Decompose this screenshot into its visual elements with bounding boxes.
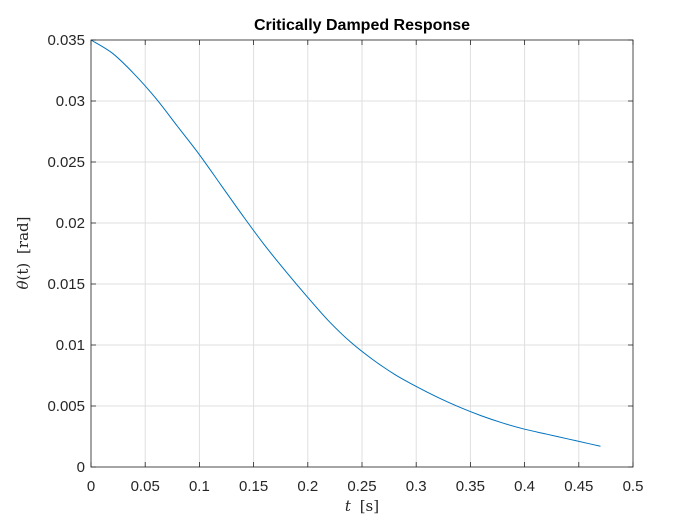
y-tick-label: 0.03 <box>56 93 85 110</box>
x-tick-label: 0.4 <box>514 478 535 495</box>
y-tick-label: 0.005 <box>47 398 85 415</box>
x-tick-label: 0.05 <box>131 478 160 495</box>
y-tick-labels: 0 0.005 0.01 0.015 0.02 0.025 0.03 0.035 <box>47 32 85 476</box>
x-tick-labels: 0 0.05 0.1 0.15 0.2 0.25 0.3 0.35 0.4 0.45 0.5 <box>87 478 644 495</box>
x-tick-label: 0.25 <box>347 478 376 495</box>
x-tick-label: 0.2 <box>297 478 318 495</box>
x-tick-label: 0 <box>87 478 95 495</box>
y-tick-label: 0.035 <box>47 32 85 49</box>
x-axis-label: t [s] <box>345 497 379 515</box>
y-tick-label: 0.025 <box>47 154 85 171</box>
x-axis-unit: [s] <box>360 497 379 515</box>
chart-title: Critically Damped Response <box>254 17 470 34</box>
x-tick-label: 0.1 <box>189 478 210 495</box>
x-axis-var: t <box>345 497 352 515</box>
x-tick-label: 0.35 <box>456 478 485 495</box>
x-tick-label: 0.45 <box>564 478 593 495</box>
x-tick-label: 0.5 <box>623 478 644 495</box>
plot-frame <box>90 39 634 468</box>
series-line <box>90 39 601 447</box>
y-tick-label: 0 <box>77 459 85 476</box>
y-tick-label: 0.02 <box>56 215 85 232</box>
y-axis-var: θ <box>14 280 32 289</box>
y-tick-label: 0.01 <box>56 337 85 354</box>
y-tick-label: 0.015 <box>47 276 85 293</box>
x-tick-label: 0.3 <box>406 478 427 495</box>
x-tick-label: 0.15 <box>239 478 268 495</box>
y-axis-unit: [rad] <box>14 217 32 254</box>
y-axis-arg: (t) <box>14 263 32 281</box>
y-axis-label: θ(t) [rad] <box>14 217 32 290</box>
